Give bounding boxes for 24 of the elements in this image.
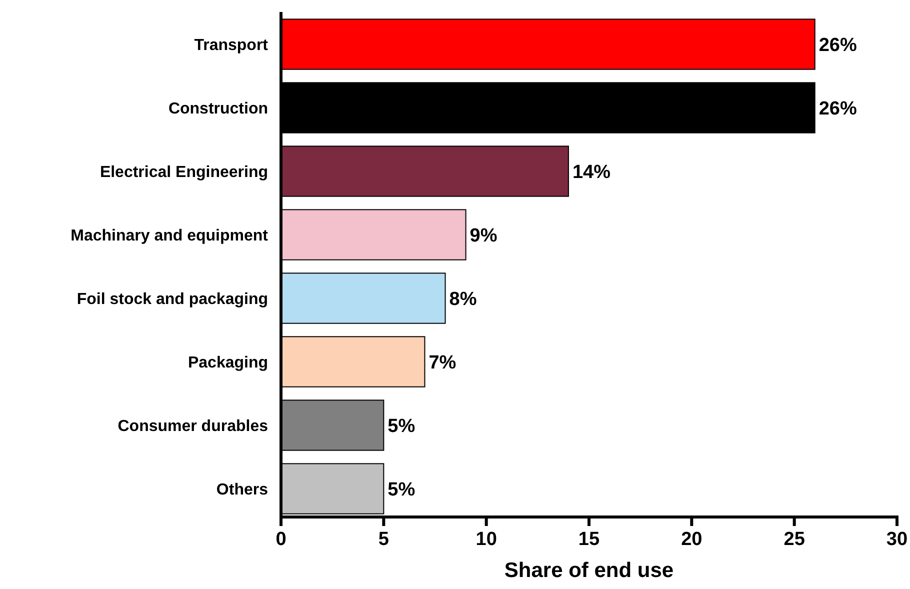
y-tick-label: Packaging (188, 354, 268, 372)
y-tick-label: Construction (168, 100, 268, 118)
x-tick-label: 20 (681, 529, 702, 550)
y-tick-label: Transport (194, 36, 269, 54)
data-label: 26% (818, 34, 857, 56)
y-tick-label: Consumer durables (118, 418, 268, 435)
y-tick-label: Electrical Engineering (100, 164, 268, 181)
data-label: 5% (388, 479, 416, 500)
x-tick-label: 10 (476, 529, 497, 550)
data-label: 5% (388, 416, 416, 437)
data-label: 9% (470, 225, 498, 246)
data-label: 26% (818, 98, 857, 120)
y-tick-label: Foil stock and packaging (76, 290, 268, 308)
data-label: 8% (449, 288, 477, 310)
x-tick-label: 5 (378, 529, 390, 550)
x-tick-label: 25 (784, 529, 806, 550)
y-tick-label: Others (216, 481, 268, 498)
x-axis-title: Share of end use (504, 559, 674, 582)
y-tick-label: Machinary and equipment (70, 227, 269, 244)
data-label: 14% (572, 162, 611, 183)
x-tick-label: 15 (578, 529, 600, 550)
data-label: 7% (428, 352, 456, 374)
x-tick-label: 0 (276, 529, 286, 550)
x-tick-label: 30 (886, 529, 908, 550)
